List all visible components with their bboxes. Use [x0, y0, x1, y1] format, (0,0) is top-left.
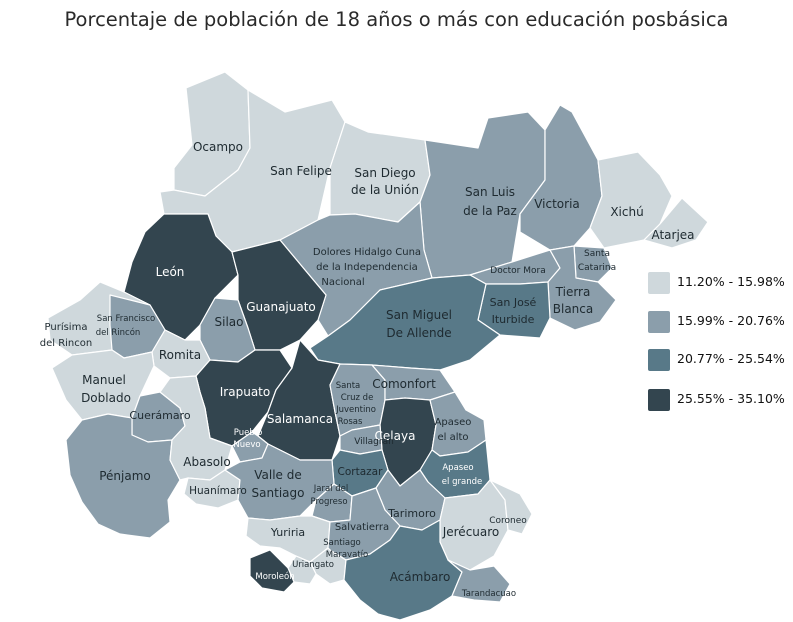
- region-tarandacuao[interactable]: [447, 559, 511, 603]
- label-apaseo-alto: Apaseo el alto: [435, 417, 472, 443]
- label-leon: León: [156, 265, 185, 279]
- label-santiago-maravatio: Santiago Maravatío: [323, 538, 368, 560]
- legend-label: 11.20% - 15.98%: [677, 274, 785, 289]
- legend-swatch: [648, 311, 670, 333]
- label-san-luis-paz: San Luis de la Paz: [463, 185, 517, 218]
- label-valle-santiago: Valle de Santiago: [252, 468, 305, 500]
- label-silao: Silao: [215, 315, 244, 329]
- label-irapuato: Irapuato: [220, 385, 270, 399]
- label-purisima: Purísima del Rincon: [40, 321, 92, 349]
- label-jaral: Jaral del Progreso: [310, 484, 348, 507]
- label-san-miguel: San Miguel De Allende: [386, 308, 452, 340]
- label-jerecuaro: Jerécuaro: [442, 525, 500, 539]
- legend-swatch: [648, 349, 670, 371]
- label-abasolo: Abasolo: [183, 455, 230, 469]
- label-celaya: Celaya: [375, 429, 416, 443]
- legend-item: 25.55% - 35.10%: [648, 389, 793, 411]
- label-victoria: Victoria: [534, 197, 580, 211]
- label-acambaro: Acámbaro: [390, 570, 451, 584]
- label-ocampo: Ocampo: [193, 140, 243, 154]
- region-tierra-blanca[interactable]: [547, 245, 617, 331]
- label-doctor-mora: Doctor Mora: [490, 266, 545, 276]
- label-apaseo-grande: Apaseo el grande: [442, 463, 482, 487]
- label-villagran: Villagrán: [354, 437, 394, 447]
- label-huanimaro: Huanímaro: [189, 485, 247, 497]
- label-pueblo-nuevo: Pueblo Nuevo: [233, 428, 262, 450]
- label-comonfort: Comonfort: [372, 377, 436, 391]
- legend-label: 15.99% - 20.76%: [677, 313, 785, 328]
- label-cueramaro: Cuerámaro: [129, 409, 190, 422]
- region-atarjea[interactable]: [643, 197, 709, 249]
- label-moroleon: Moroleón: [255, 571, 294, 582]
- label-guanajuato: Guanajuato: [246, 300, 316, 314]
- label-cortazar: Cortazar: [338, 466, 384, 478]
- label-santa-catarina: Santa Catarina: [578, 249, 616, 273]
- label-tarimoro: Tarimoro: [387, 507, 436, 520]
- label-san-felipe: San Felipe: [270, 164, 332, 178]
- label-atarjea: Atarjea: [651, 228, 694, 242]
- label-san-jose-iturbide: San José Iturbide: [490, 296, 537, 326]
- label-xichu: Xichú: [610, 205, 643, 219]
- label-coroneo: Coroneo: [489, 516, 527, 526]
- label-penjamo: Pénjamo: [99, 469, 151, 483]
- map-title: Porcentaje de población de 18 años o más…: [64, 8, 729, 31]
- region-coroneo[interactable]: [489, 479, 533, 535]
- label-tarandacuao: Tarandacuao: [461, 589, 516, 599]
- legend-label: 25.55% - 35.10%: [677, 391, 785, 406]
- label-san-diego: San Diego de la Unión: [351, 166, 419, 197]
- label-uriangato: Uriangato: [292, 560, 334, 570]
- label-san-francisco: San Francisco del Rincón: [96, 314, 156, 338]
- region-moroleon[interactable]: [249, 549, 295, 593]
- legend-swatch: [648, 389, 670, 411]
- legend-item: 15.99% - 20.76%: [648, 311, 793, 333]
- label-yuriria: Yuriria: [270, 526, 305, 539]
- legend-swatch: [648, 272, 670, 294]
- label-tierra-blanca: Tierra Blanca: [553, 285, 593, 316]
- legend-item: 20.77% - 25.54%: [648, 349, 793, 371]
- municipality-regions: [47, 71, 709, 621]
- label-manuel-doblado: Manuel Doblado: [81, 373, 131, 405]
- label-romita: Romita: [159, 348, 201, 362]
- municipality-labels: Ocampo San Felipe San Diego de la Unión S…: [40, 140, 695, 599]
- label-dolores: Dolores Hidalgo Cuna de la Independencia N…: [313, 247, 421, 288]
- legend-item: 11.20% - 15.98%: [648, 272, 793, 294]
- region-guanajuato[interactable]: [231, 239, 327, 351]
- label-salamanca: Salamanca: [267, 412, 333, 426]
- region-manuel-doblado[interactable]: [51, 349, 155, 421]
- label-santa-cruz: Santa Cruz de Juventino Rosas: [335, 381, 376, 427]
- legend-label: 20.77% - 25.54%: [677, 351, 785, 366]
- label-salvatierra: Salvatierra: [335, 522, 389, 533]
- region-victoria[interactable]: [519, 104, 603, 251]
